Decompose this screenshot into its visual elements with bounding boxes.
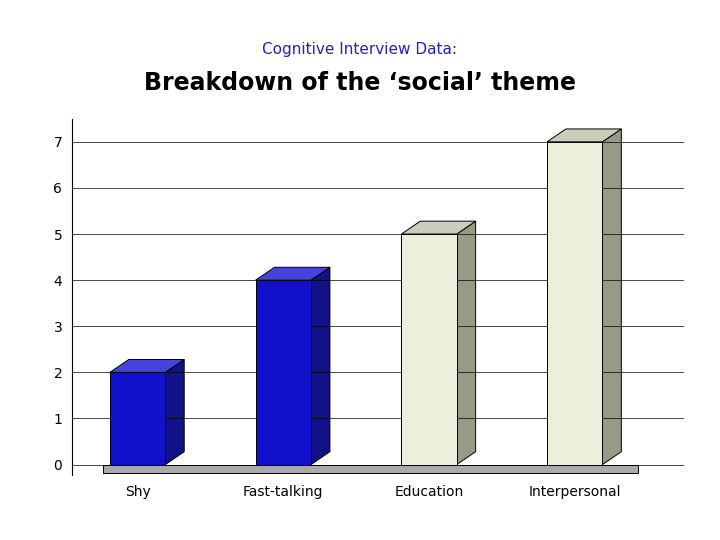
Bar: [256, 280, 311, 464]
Polygon shape: [166, 360, 184, 464]
Polygon shape: [110, 360, 184, 373]
Bar: [110, 373, 166, 464]
Text: Cognitive Interview Data:: Cognitive Interview Data:: [263, 42, 457, 57]
Polygon shape: [603, 129, 621, 464]
Bar: [102, 464, 638, 473]
Polygon shape: [311, 267, 330, 464]
Polygon shape: [547, 129, 621, 142]
Text: Breakdown of the ‘social’ theme: Breakdown of the ‘social’ theme: [144, 71, 576, 94]
Polygon shape: [401, 221, 476, 234]
Polygon shape: [456, 221, 476, 464]
Polygon shape: [256, 267, 330, 280]
Bar: [401, 234, 456, 464]
Bar: [547, 142, 603, 464]
